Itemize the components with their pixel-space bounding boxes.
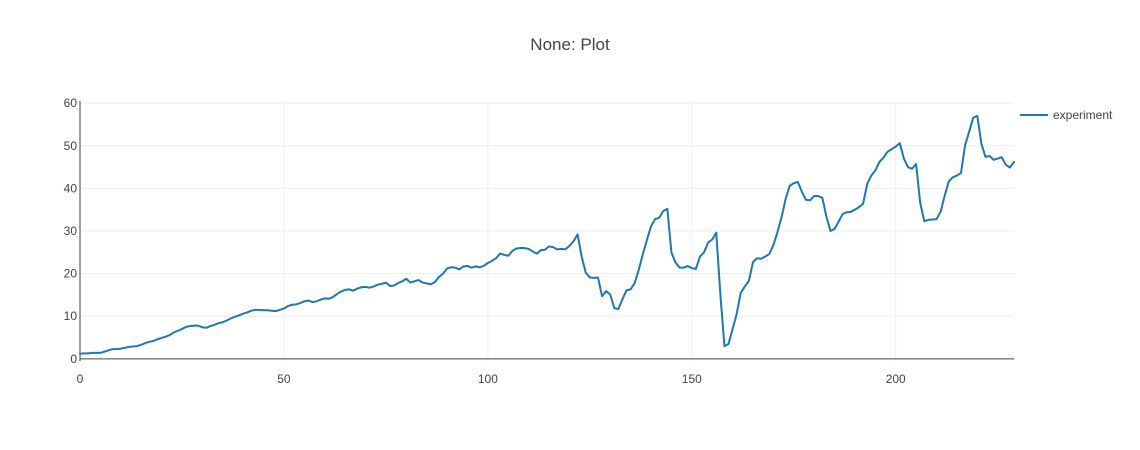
- x-tick-label: 0: [77, 372, 84, 386]
- y-axis-ticks: 0 10 20 30 40 50 60: [64, 96, 78, 366]
- series-line-experiment: [79, 114, 1015, 355]
- series-lines: [79, 114, 1015, 355]
- y-tick-label: 20: [64, 267, 78, 281]
- legend[interactable]: experiment: [1020, 108, 1113, 122]
- chart-title: None: Plot: [530, 35, 610, 54]
- y-tick-label: 30: [64, 224, 78, 238]
- legend-label: experiment: [1053, 108, 1113, 122]
- legend-item[interactable]: experiment: [1020, 108, 1113, 122]
- y-tick-label: 40: [64, 181, 78, 195]
- y-tick-label: 50: [64, 139, 78, 153]
- y-tick-label: 60: [64, 96, 78, 110]
- y-tick-label: 0: [70, 352, 77, 366]
- x-tick-label: 50: [277, 372, 291, 386]
- x-tick-label: 200: [886, 372, 906, 386]
- x-tick-label: 150: [682, 372, 702, 386]
- x-axis-ticks: 0 50 100 150 200: [77, 372, 906, 386]
- axes: [79, 101, 1014, 361]
- y-tick-label: 10: [64, 309, 78, 323]
- x-tick-label: 100: [478, 372, 498, 386]
